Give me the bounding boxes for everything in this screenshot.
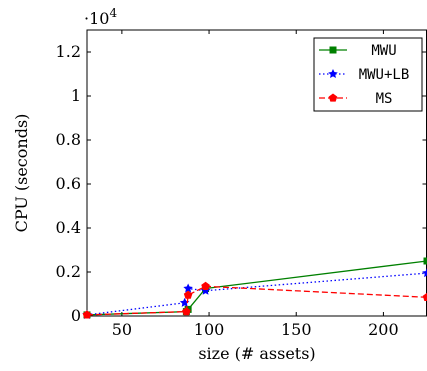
data-point-ms xyxy=(183,290,193,299)
series-line-mwu-lb xyxy=(86,272,427,316)
x-tick-label: 100 xyxy=(194,320,225,339)
legend-marker-mwu-lb xyxy=(328,69,338,79)
x-tick-label: 200 xyxy=(368,320,399,339)
y-tick-label: 0 xyxy=(71,306,81,325)
data-point-ms xyxy=(422,292,427,301)
data-point-mwu-lb xyxy=(179,297,190,307)
x-tick-label: 50 xyxy=(112,320,132,339)
legend-label-mwu: MWU xyxy=(371,43,396,59)
series-line-ms xyxy=(86,285,427,316)
legend-marker-ms xyxy=(328,93,338,102)
y-tick-label: 1 xyxy=(71,86,81,105)
series-mwu-lb xyxy=(82,268,427,319)
legend-marker-mwu xyxy=(329,46,337,54)
series-line-mwu xyxy=(86,260,427,316)
legend-label-mwu-lb: MWU+LB xyxy=(359,67,410,83)
y-axis-scale-exponent: 4 xyxy=(109,6,117,20)
x-axis-label: size (# assets) xyxy=(198,344,315,363)
y-tick-label: 0.8 xyxy=(56,130,81,149)
y-tick-label: 0.2 xyxy=(56,262,81,281)
data-point-mwu xyxy=(423,257,427,265)
legend-label-ms: MS xyxy=(376,91,393,107)
data-point-mwu-lb xyxy=(422,268,427,278)
x-tick-label: 150 xyxy=(281,320,312,339)
y-tick-label: 0.4 xyxy=(56,218,81,237)
data-point-mwu-lb xyxy=(183,283,193,293)
y-tick-label: 1.2 xyxy=(56,42,81,61)
y-axis-label: CPU (seconds) xyxy=(12,114,31,233)
data-point-mwu-lb xyxy=(200,285,211,295)
data-point-ms xyxy=(182,307,191,316)
y-axis-scale-base: ·10 xyxy=(84,9,109,28)
y-axis-scale-label: ·104 xyxy=(84,6,117,28)
data-point-ms xyxy=(201,281,210,290)
data-point-ms xyxy=(82,310,92,319)
y-tick-label: 0.6 xyxy=(56,174,81,193)
series-ms xyxy=(82,281,427,319)
